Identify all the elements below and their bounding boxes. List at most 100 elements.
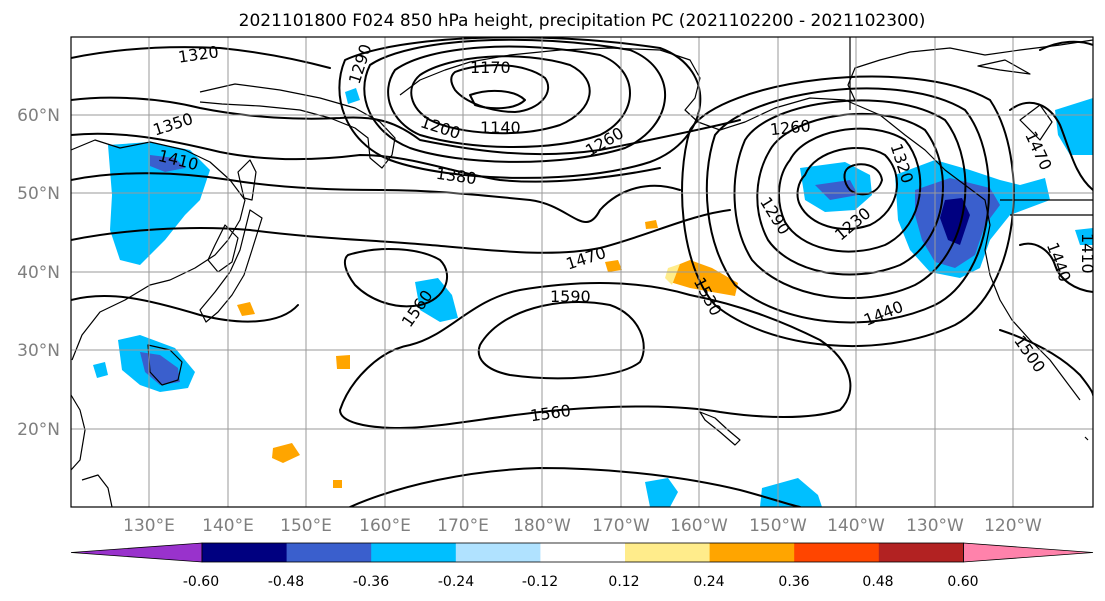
colorbar-outline <box>201 542 964 563</box>
coastline <box>1084 436 1089 441</box>
precip-positive-area <box>333 480 342 488</box>
coastline <box>399 47 1081 401</box>
colorbar-segment <box>709 543 795 562</box>
height-contour <box>477 301 645 380</box>
lat-label: 40°N <box>17 263 60 283</box>
precip-positive-area <box>272 443 300 463</box>
lon-label: 120°W <box>984 516 1042 536</box>
lat-lon-grid <box>71 37 1093 507</box>
height-contour <box>343 247 449 308</box>
coastline <box>199 83 396 169</box>
colorbar-segment <box>794 543 880 562</box>
coastlines <box>71 37 1093 507</box>
height-contour <box>469 89 526 110</box>
precip-positive-area <box>336 355 350 369</box>
height-contour <box>71 132 661 183</box>
latitude-labels: 60°N 50°N 40°N 30°N 20°N <box>17 106 60 440</box>
colorbar-tick-label: 0.36 <box>778 574 809 590</box>
contour-label: 1170 <box>470 58 511 77</box>
precip-negative-area <box>645 478 678 507</box>
coastline <box>81 474 113 507</box>
coastline <box>699 411 741 446</box>
precip-positive-area <box>645 220 658 229</box>
height-contour <box>778 127 922 253</box>
lon-label: 170°W <box>592 516 650 536</box>
contour-label: 1590 <box>550 287 591 306</box>
precip-positive-area <box>605 260 622 272</box>
height-contour <box>71 209 731 254</box>
contour-label: 1410 <box>1078 233 1097 274</box>
height-contour <box>349 467 801 507</box>
height-contour <box>363 38 667 163</box>
lat-label: 50°N <box>17 184 60 204</box>
precip-negative-area <box>415 278 458 322</box>
precip-positive-area <box>665 264 680 285</box>
colorbar-tick-label: -0.48 <box>268 574 304 590</box>
map-content: 1320 1290 1170 1350 1410 1200 1140 1260 … <box>71 37 1097 507</box>
colorbar-segment <box>455 543 541 562</box>
lon-label: 160°W <box>670 516 728 536</box>
coastline <box>977 59 1031 75</box>
lon-label: 170°E <box>437 516 489 536</box>
colorbar-segment <box>286 543 372 562</box>
lon-label: 150°E <box>280 516 332 536</box>
colorbar-segment <box>202 543 288 562</box>
colorbar-tick-label: 0.48 <box>862 574 893 590</box>
lon-label: 140°E <box>202 516 254 536</box>
height-contour <box>71 172 681 223</box>
coastline <box>237 159 257 201</box>
height-contour <box>1039 40 1093 51</box>
precip-negative-area <box>1075 228 1093 245</box>
longitude-labels: 130°E 140°E 150°E 160°E 170°E 180°W 170°… <box>123 516 1042 536</box>
colorbar-extension-high <box>963 542 1094 563</box>
height-contour <box>1019 242 1093 293</box>
lon-label: 140°W <box>827 516 885 536</box>
colorbar-tick-labels: -0.60 -0.48 -0.36 -0.24 -0.12 0.12 0.24 … <box>183 574 979 590</box>
colorbar-extension-low <box>70 542 203 563</box>
precip-positive-area <box>237 302 255 316</box>
colorbar-tick-label: -0.36 <box>353 574 389 590</box>
height-contour <box>410 55 591 135</box>
height-contour <box>450 64 550 113</box>
precip-negative-area <box>93 362 108 378</box>
precip-negative-area <box>150 155 185 172</box>
height-contour <box>733 99 967 300</box>
coastline <box>1019 104 1053 141</box>
coastline <box>71 139 246 361</box>
precip-negative-area <box>140 352 180 385</box>
precip-positive-area <box>670 260 738 296</box>
precip-negative-area <box>345 88 360 104</box>
height-contour <box>71 96 741 156</box>
lon-label: 160°E <box>359 516 411 536</box>
height-contour <box>71 46 331 69</box>
colorbar-tick-label: 0.24 <box>693 574 724 590</box>
colorbar-tick-label: 0.12 <box>608 574 639 590</box>
lon-label: 130°W <box>906 516 964 536</box>
lon-label: 130°E <box>123 516 175 536</box>
contour-label: 1140 <box>480 118 521 137</box>
lat-label: 60°N <box>17 106 60 126</box>
colorbar-segment <box>625 543 711 562</box>
height-contour <box>1009 101 1093 191</box>
map-title: 2021101800 F024 850 hPa height, precipit… <box>239 11 926 31</box>
height-contour <box>999 329 1093 396</box>
contour-labels: 1320 1290 1170 1350 1410 1200 1140 1260 … <box>151 42 1097 426</box>
colorbar-segment <box>540 543 626 562</box>
height-contour <box>796 147 898 230</box>
colorbar-segment <box>878 543 964 562</box>
height-contour <box>71 295 299 323</box>
lon-label: 150°W <box>749 516 807 536</box>
precip-negative-area <box>1055 98 1093 155</box>
height-contour <box>705 87 990 324</box>
map-frame <box>70 36 1094 508</box>
lon-label: 180°W <box>513 516 571 536</box>
height-contour <box>843 163 883 196</box>
lat-label: 30°N <box>17 341 60 361</box>
height-contour <box>387 45 631 148</box>
precipitation-shading <box>93 88 1093 507</box>
height-contour <box>339 282 852 429</box>
colorbar-tick-label: 0.60 <box>947 574 978 590</box>
colorbar-segment <box>371 543 457 562</box>
lat-label: 20°N <box>17 420 60 440</box>
